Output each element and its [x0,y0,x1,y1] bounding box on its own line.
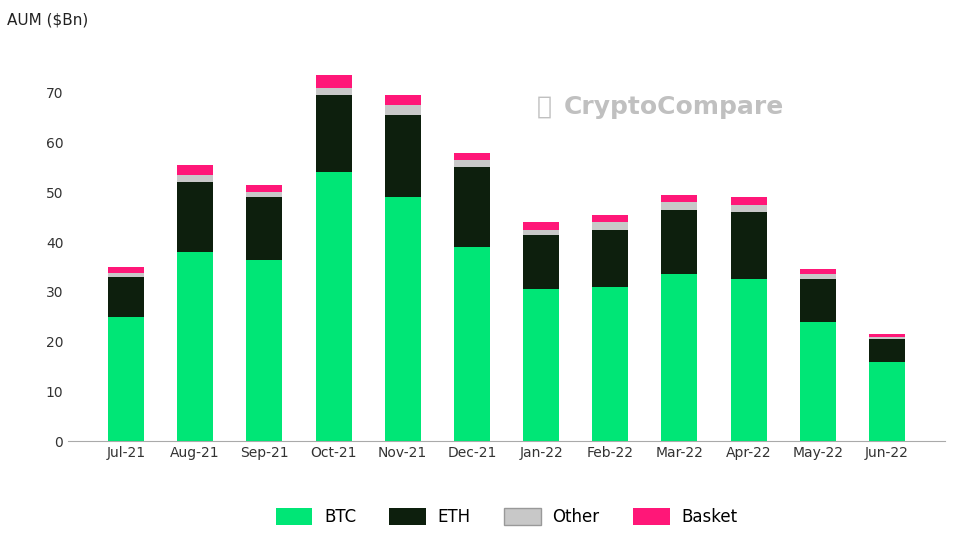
Bar [246,185,282,192]
Bar [523,235,559,289]
Bar [730,279,767,441]
Bar [800,279,836,322]
Bar [661,195,697,202]
Bar [800,274,836,279]
Bar [592,222,628,230]
Bar [316,95,352,172]
Bar [869,337,905,339]
Bar [869,339,905,362]
Bar [385,95,421,105]
Bar [730,197,767,205]
Bar [246,259,282,441]
Bar [800,270,836,274]
Bar [316,75,352,88]
Text: Ⓢ: Ⓢ [538,95,552,119]
Bar [661,210,697,274]
Bar [177,175,213,182]
Bar [385,197,421,441]
Bar [592,230,628,287]
Bar [385,115,421,197]
Bar [177,165,213,175]
Bar [177,252,213,441]
Bar [730,205,767,212]
Bar [108,317,144,441]
Bar [108,277,144,317]
Bar [523,230,559,235]
Bar [592,215,628,222]
Bar [730,212,767,279]
Bar [108,273,144,277]
Bar [316,88,352,95]
Bar [108,267,144,273]
Bar [800,322,836,441]
Bar [454,167,490,247]
Bar [454,160,490,167]
Bar [523,222,559,230]
Bar [246,197,282,259]
Bar [661,274,697,441]
Bar [592,287,628,441]
Text: AUM ($Bn): AUM ($Bn) [7,12,88,27]
Bar [869,362,905,441]
Bar [454,247,490,441]
Bar [661,202,697,210]
Bar [454,153,490,160]
Bar [316,172,352,441]
Bar [523,289,559,441]
Legend: BTC, ETH, Other, Basket: BTC, ETH, Other, Basket [269,501,744,533]
Text: CryptoCompare: CryptoCompare [563,95,784,119]
Bar [869,334,905,337]
Bar [177,182,213,252]
Bar [246,192,282,197]
Bar [385,105,421,115]
